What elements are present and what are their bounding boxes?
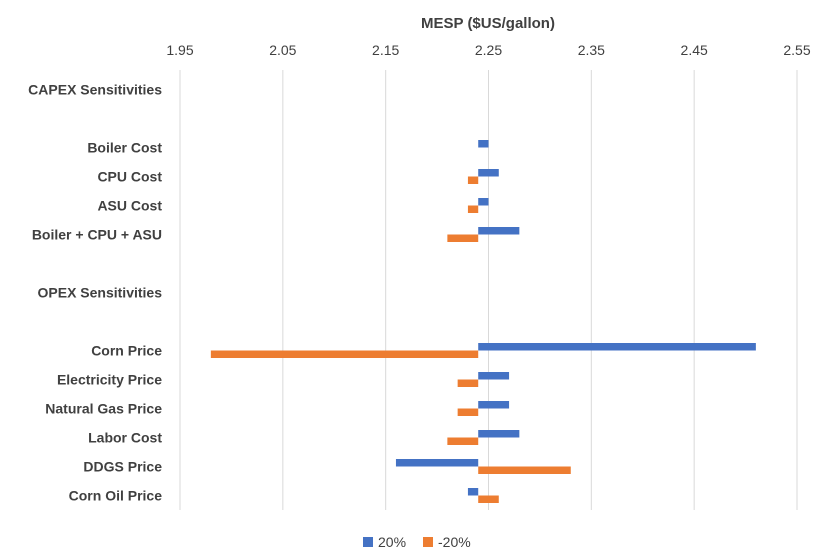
bar-minus20 <box>478 495 499 503</box>
x-tick-label: 2.35 <box>578 42 605 58</box>
legend: 20% -20% <box>363 534 471 548</box>
legend-swatch <box>363 537 373 547</box>
bar-plus20 <box>478 343 756 351</box>
category-label: ASU Cost <box>97 198 162 214</box>
x-axis-title: MESP ($US/gallon) <box>421 15 555 32</box>
category-label: Natural Gas Price <box>45 401 162 417</box>
x-tick-label: 2.15 <box>372 42 399 58</box>
bar-plus20 <box>478 372 510 380</box>
category-label: Boiler + CPU + ASU <box>32 227 162 243</box>
gridlines <box>179 70 798 510</box>
bar-plus20 <box>478 169 499 177</box>
category-label: Labor Cost <box>88 430 162 446</box>
category-label: CPU Cost <box>97 169 162 185</box>
category-label: OPEX Sensitivities <box>38 285 163 301</box>
x-tick-label: 2.25 <box>475 42 502 58</box>
category-label: Electricity Price <box>57 372 162 388</box>
bar-plus20 <box>478 401 510 409</box>
bar-plus20 <box>395 459 479 467</box>
category-label: Corn Oil Price <box>69 488 163 504</box>
x-tick-label: 2.05 <box>269 42 296 58</box>
category-label: Corn Price <box>91 343 162 359</box>
bar-plus20 <box>478 198 489 206</box>
bar-minus20 <box>457 379 479 387</box>
bar-minus20 <box>478 466 571 474</box>
legend-swatch <box>423 537 433 547</box>
bar-plus20 <box>478 430 520 438</box>
bars <box>210 140 756 503</box>
category-label: DDGS Price <box>83 459 162 475</box>
legend-label: 20% <box>378 534 406 548</box>
bar-plus20 <box>478 227 520 235</box>
bar-minus20 <box>457 408 479 416</box>
category-label: CAPEX Sensitivities <box>28 82 162 98</box>
x-tick-label: 2.55 <box>783 42 810 58</box>
bar-minus20 <box>467 176 479 184</box>
bar-minus20 <box>447 234 479 242</box>
category-labels: CAPEX Sensitivities Boiler Cost CPU Cost AS… <box>28 82 162 504</box>
bar-minus20 <box>210 350 479 358</box>
x-tick-label: 1.95 <box>166 42 193 58</box>
x-axis-ticks: 1.95 2.05 2.15 2.25 2.35 2.45 2.55 <box>166 42 810 58</box>
legend-label: -20% <box>438 534 471 548</box>
bar-minus20 <box>467 205 479 213</box>
bar-minus20 <box>447 437 479 445</box>
bar-plus20 <box>467 488 479 496</box>
category-label: Boiler Cost <box>87 140 162 156</box>
x-tick-label: 2.45 <box>681 42 708 58</box>
bar-plus20 <box>478 140 489 148</box>
